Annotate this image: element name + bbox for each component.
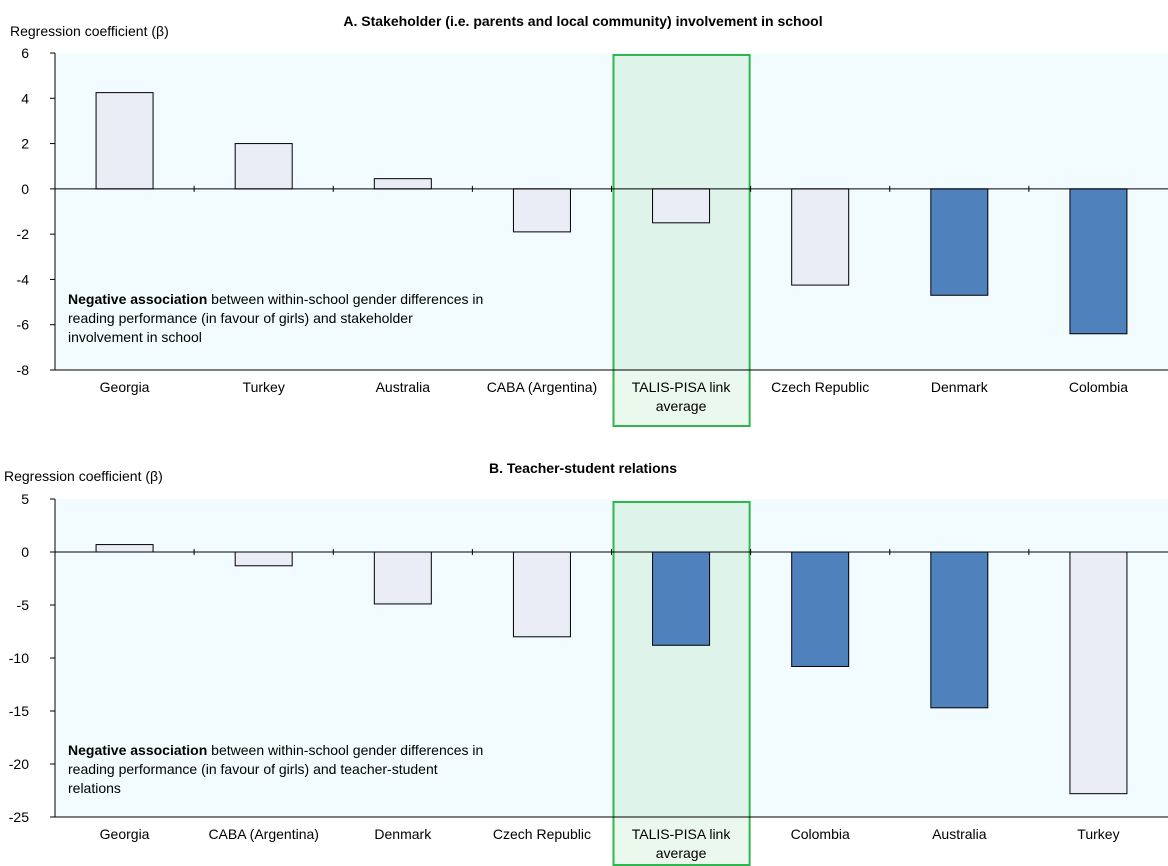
panel-a-title: A. Stakeholder (i.e. parents and local c… (343, 13, 822, 29)
panel-b-category-label: Turkey (1077, 826, 1119, 842)
panel-b-bar (791, 551, 850, 667)
panel-a-category-label: TALIS-PISA link average (632, 379, 732, 414)
panel-b-y-axis-label: Regression coefficient (β) (4, 468, 163, 484)
panel-b-bar (234, 551, 293, 567)
panel-b-category-label: CABA (Argentina) (208, 826, 319, 842)
panel-a-bar (930, 188, 989, 296)
panel-a-highlight-box (612, 54, 751, 427)
panel-a-bar (512, 188, 571, 233)
panel-b-category-label: TALIS-PISA link average (632, 826, 732, 861)
panel-b-y-tick-label: -10 (9, 650, 29, 666)
panel-a-y-tick-label: 0 (21, 181, 29, 197)
panel-b-category-label: Czech Republic (493, 826, 591, 842)
panel-b-category-label: Australia (932, 826, 987, 842)
panel-a-bar (1069, 188, 1128, 335)
panel-b-y-tick-label: -15 (9, 703, 29, 719)
panel-b-bar (95, 544, 154, 553)
panel-a-y-tick-label: -4 (17, 271, 30, 287)
panel-b-y-tick-label: -20 (9, 756, 29, 772)
panel-b-y-tick-label: 5 (21, 491, 29, 507)
panel-b-bar (512, 551, 571, 638)
panel-a-category-label: Georgia (100, 379, 150, 395)
panel-b-note-bold: Negative association (68, 742, 208, 758)
panel-a-y-tick-label: 4 (21, 90, 29, 106)
panel-b-note: Negative association between within-scho… (68, 741, 488, 798)
panel-b-title: B. Teacher-student relations (489, 460, 677, 476)
panel-a-y-tick-label: -6 (17, 317, 30, 333)
panel-a-y-axis-label: Regression coefficient (β) (10, 23, 169, 39)
panel-a-category-label: Denmark (931, 379, 989, 395)
panel-a-bar (234, 143, 293, 190)
panel-a-category-label: Australia (376, 379, 431, 395)
panel-a-bar (95, 92, 154, 190)
panel-b-y-tick-label: 0 (21, 544, 29, 560)
panel-a-category-label: CABA (Argentina) (487, 379, 598, 395)
panel-a-y-tick-label: 6 (21, 45, 29, 61)
panel-a-category-label: Turkey (243, 379, 285, 395)
panel-a-bar (652, 188, 711, 224)
panel-a-bar (373, 178, 432, 190)
panel-b-bar (373, 551, 432, 605)
panel-b-bar (1069, 551, 1128, 795)
panel-a-category-label: Colombia (1069, 379, 1128, 395)
panel-b-note-text: between within-school gender differences… (68, 742, 484, 796)
panel-a-bar (791, 188, 850, 286)
panel-b-y-tick-label: -5 (17, 597, 30, 613)
panel-a-y-tick-label: 2 (21, 136, 29, 152)
panel-a-y-tick-label: -2 (17, 226, 30, 242)
panel-b-y-tick-label: -25 (9, 809, 29, 825)
panel-a-note-bold: Negative association (68, 291, 208, 307)
panel-a-note-text: between within-school gender differences… (68, 291, 484, 345)
panel-b-bar (930, 551, 989, 709)
panel-b-category-label: Denmark (374, 826, 432, 842)
panel-a-note: Negative association between within-scho… (68, 290, 488, 347)
panel-b-category-label: Georgia (100, 826, 150, 842)
panel-a-y-tick-label: -8 (17, 362, 30, 378)
panel-b-category-label: Colombia (791, 826, 850, 842)
panel-b-bar (652, 551, 711, 646)
panel-a-category-label: Czech Republic (771, 379, 869, 395)
